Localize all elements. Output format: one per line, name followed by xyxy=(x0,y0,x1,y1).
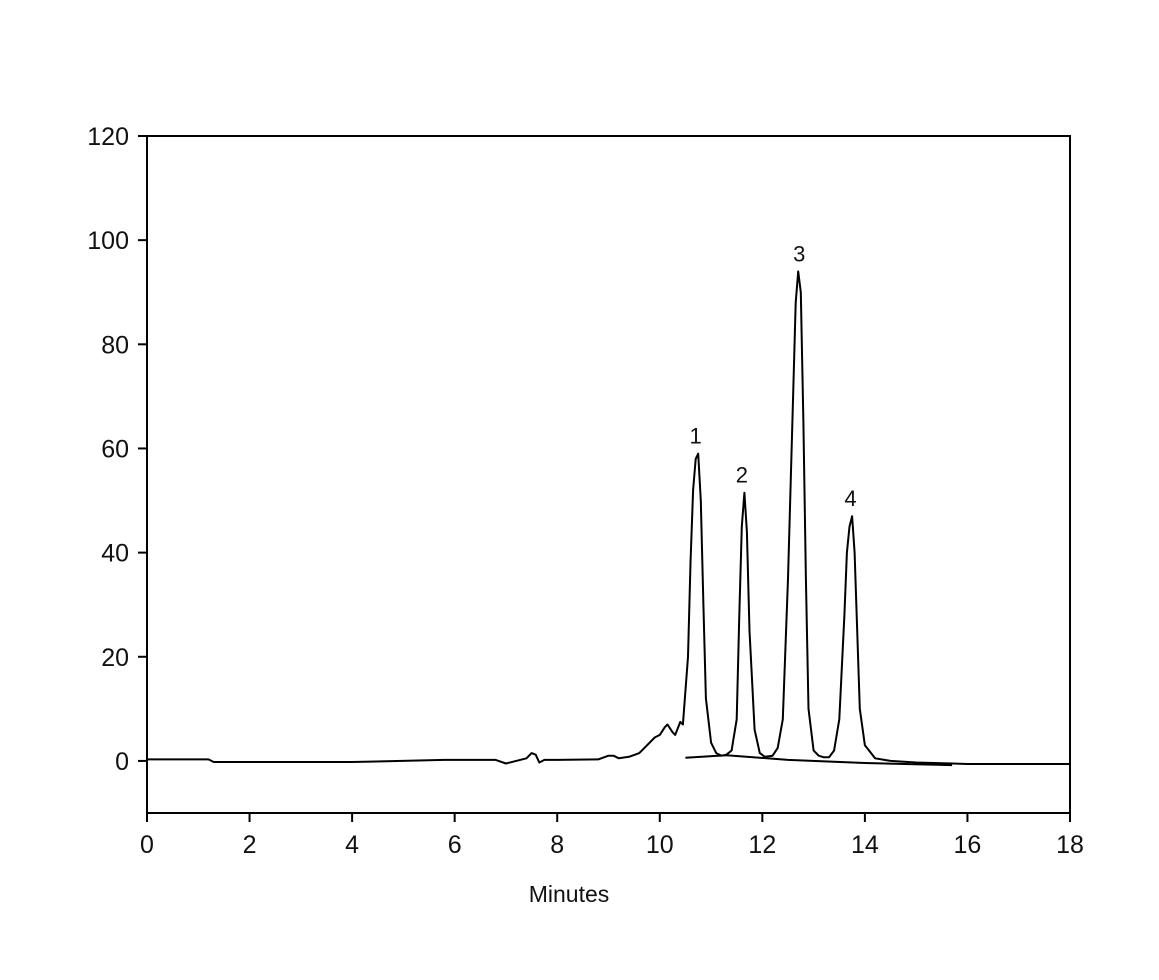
integration-baseline-line xyxy=(685,754,953,767)
x-tick-label: 18 xyxy=(1056,831,1084,859)
chromatogram-trace xyxy=(147,270,1070,765)
y-tick-label: 120 xyxy=(87,123,129,151)
x-tick-label: 10 xyxy=(646,831,674,859)
x-tick-label: 8 xyxy=(550,831,564,859)
x-axis: 0 2 4 6 8 10 12 14 16 18 xyxy=(140,813,1084,859)
x-tick-label: 6 xyxy=(448,831,462,859)
x-tick-label: 16 xyxy=(954,831,982,859)
peak-label: 1 xyxy=(690,424,702,449)
y-tick-label: 60 xyxy=(101,435,129,463)
x-tick-label: 4 xyxy=(345,831,359,859)
y-axis: 0 20 40 60 80 100 120 xyxy=(87,123,147,776)
peak-label: 3 xyxy=(793,241,805,266)
y-tick-label: 80 xyxy=(101,331,129,359)
y-tick-label: 0 xyxy=(115,748,129,776)
x-tick-label: 14 xyxy=(851,831,879,859)
x-axis-label: Minutes xyxy=(529,881,610,907)
x-tick-label: 0 xyxy=(140,831,154,859)
x-tick-label: 2 xyxy=(243,831,257,859)
x-tick-label: 12 xyxy=(748,831,776,859)
y-tick-label: 100 xyxy=(87,227,129,255)
y-tick-label: 20 xyxy=(101,644,129,672)
peak-labels: 1 2 3 4 xyxy=(690,241,857,511)
plot-frame xyxy=(146,135,1071,814)
peak-label: 4 xyxy=(844,486,856,511)
peak-label: 2 xyxy=(736,463,748,488)
y-tick-label: 40 xyxy=(101,540,129,568)
